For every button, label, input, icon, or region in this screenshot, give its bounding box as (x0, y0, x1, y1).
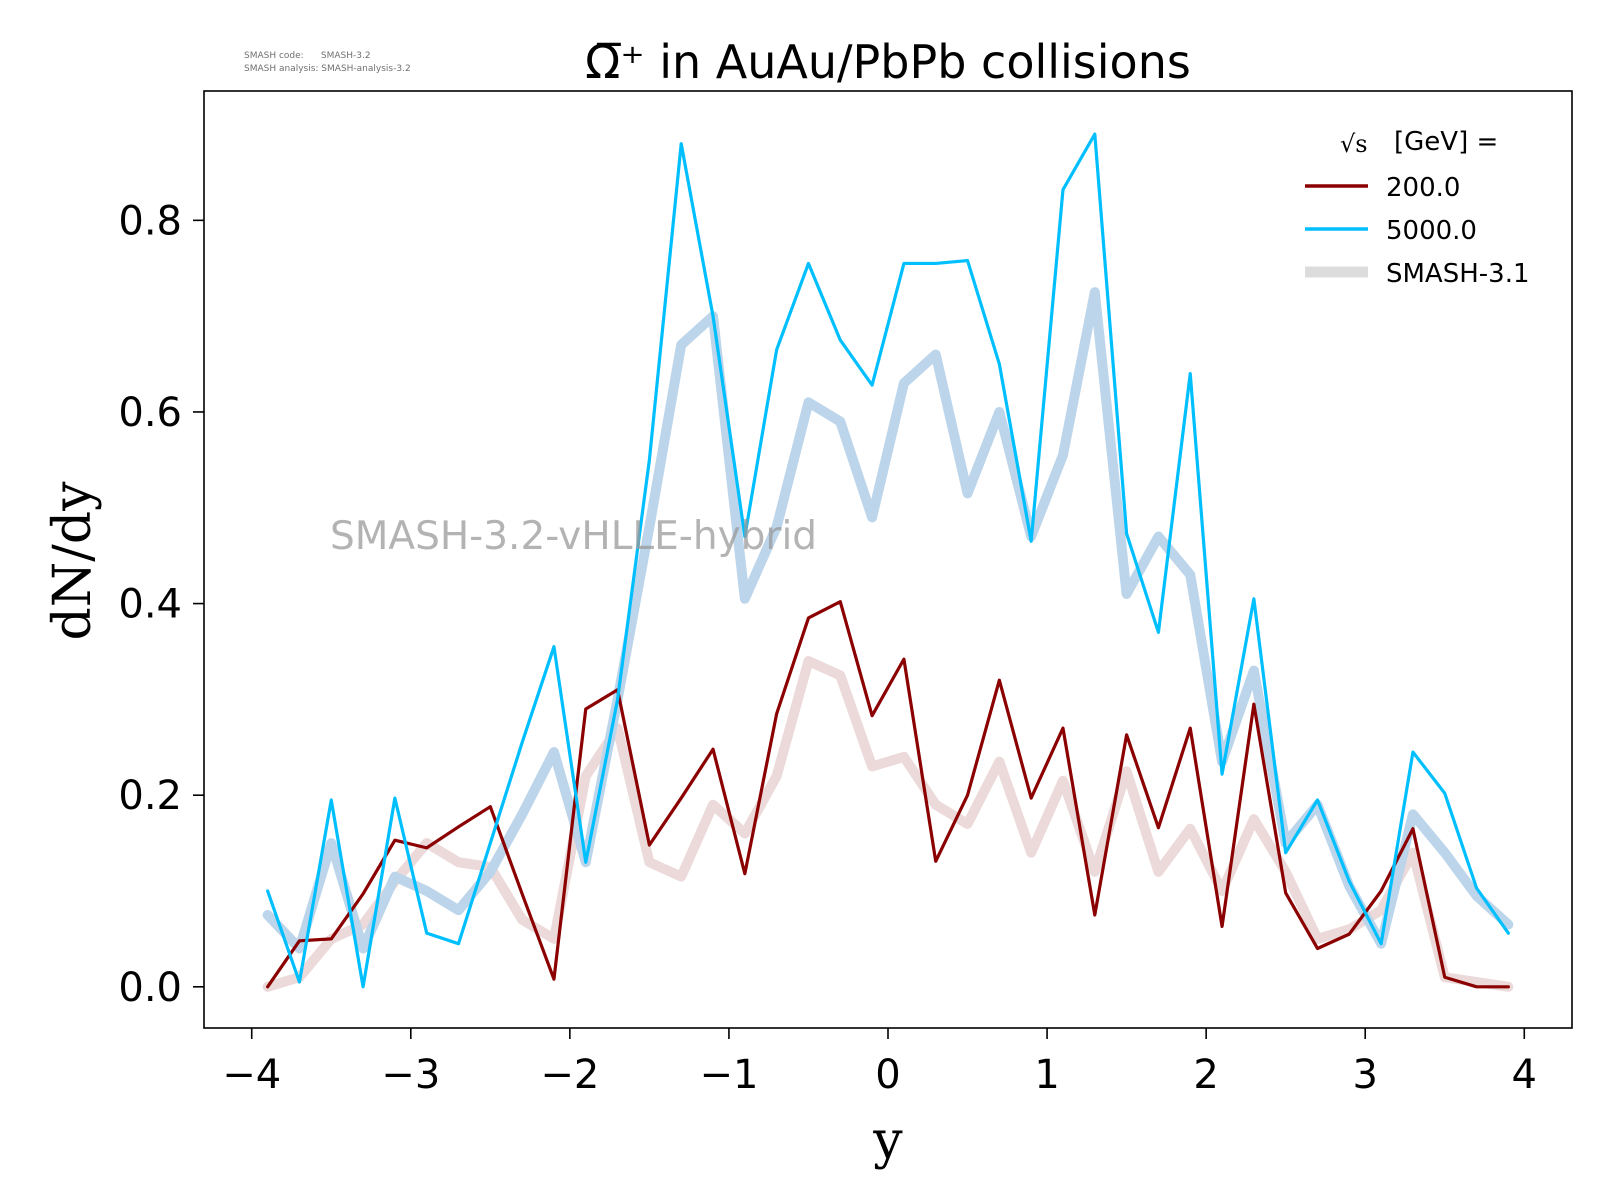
x-tick-label: 4 (1512, 1052, 1537, 1098)
x-tick-label: −4 (222, 1052, 281, 1098)
series-200-line (266, 600, 1510, 989)
y-axis: 0.0 0.2 0.4 0.6 0.8 (118, 198, 204, 1011)
y-tick-label: 0.2 (118, 773, 182, 819)
legend-label-200: 200.0 (1386, 173, 1460, 203)
smash-analysis-label: SMASH analysis: SMASH-analysis-3.2 (244, 64, 411, 74)
legend-label-5000: 5000.0 (1386, 216, 1477, 246)
x-axis-label: y (872, 1111, 903, 1171)
x-tick-label: −1 (699, 1052, 758, 1098)
x-axis: −4 −3 −2 −1 0 1 2 3 4 (222, 1028, 1537, 1098)
y-axis-label: dN/dy (43, 481, 103, 641)
x-tick-label: 3 (1352, 1052, 1377, 1098)
x-tick-label: 2 (1193, 1052, 1218, 1098)
y-tick-label: 0.8 (118, 198, 182, 244)
series-5000-line (266, 132, 1510, 989)
series-ref-200-line (262, 656, 1514, 992)
legend-label-smash31: SMASH-3.1 (1386, 259, 1530, 289)
legend-title-text: [GeV] = (1394, 127, 1498, 157)
x-tick-label: 1 (1034, 1052, 1059, 1098)
series-ref-5000-line (262, 287, 1514, 954)
smash-code-label: SMASH code: SMASH-3.2 (244, 51, 371, 61)
y-tick-label: 0.0 (118, 965, 182, 1011)
chart-title: Ω̅⁺ in AuAu/PbPb collisions (585, 35, 1191, 89)
hybrid-watermark: SMASH-3.2-vHLLE-hybrid (330, 514, 817, 559)
x-tick-label: −3 (381, 1052, 440, 1098)
legend: √s [GeV] = 200.0 5000.0 SMASH-3.1 (1305, 127, 1530, 289)
sqrt-symbol: √s (1340, 130, 1368, 158)
y-tick-label: 0.4 (118, 582, 182, 628)
y-tick-label: 0.6 (118, 390, 182, 436)
x-tick-label: 0 (875, 1052, 900, 1098)
legend-title: √s [GeV] = (1340, 127, 1498, 158)
x-tick-label: −2 (540, 1052, 599, 1098)
series-layer (262, 132, 1514, 992)
